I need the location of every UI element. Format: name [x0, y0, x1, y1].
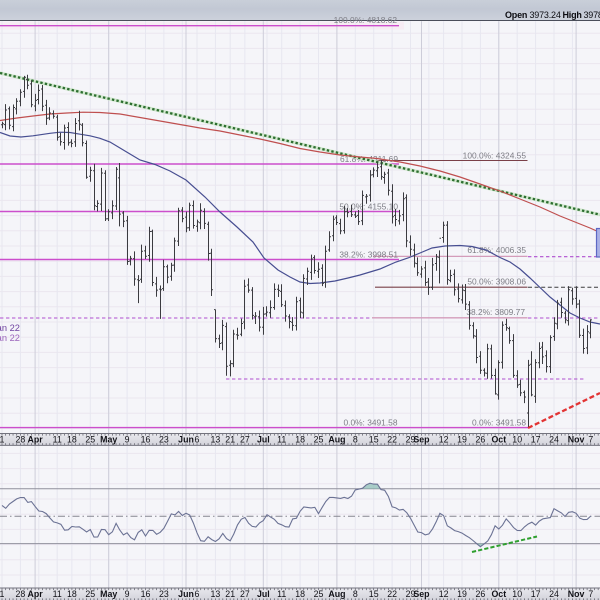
- svg-text:21: 21: [225, 434, 235, 444]
- svg-text:7: 7: [588, 434, 593, 444]
- svg-text:15: 15: [369, 589, 379, 599]
- svg-text:Oct: Oct: [491, 434, 506, 444]
- svg-text:Apr: Apr: [28, 434, 44, 444]
- svg-text:6: 6: [195, 589, 200, 599]
- svg-text:Aug: Aug: [328, 589, 345, 599]
- svg-text:28: 28: [16, 589, 26, 599]
- svg-text:18: 18: [295, 434, 305, 444]
- svg-text:26: 26: [476, 589, 486, 599]
- svg-text:Nov: Nov: [568, 434, 585, 444]
- svg-text:0.0%: 3491.58: 0.0%: 3491.58: [472, 417, 526, 427]
- svg-text:9: 9: [125, 434, 130, 444]
- svg-text:Nov: Nov: [568, 589, 585, 599]
- svg-text:19: 19: [457, 434, 467, 444]
- svg-text:17: 17: [531, 589, 541, 599]
- svg-text:100.0%: 4324.55: 100.0%: 4324.55: [463, 151, 527, 161]
- svg-text:22: 22: [387, 434, 397, 444]
- svg-text:25: 25: [85, 434, 95, 444]
- svg-text:25: 25: [314, 434, 324, 444]
- svg-text:25: 25: [314, 589, 324, 599]
- svg-text:23: 23: [159, 434, 169, 444]
- svg-text:7: 7: [588, 589, 593, 599]
- svg-text:38.2%: 3809.77: 38.2%: 3809.77: [466, 307, 525, 317]
- svg-text:Sep: Sep: [413, 589, 430, 599]
- svg-text:27: 27: [240, 434, 250, 444]
- svg-text:61.8%: 4006.35: 61.8%: 4006.35: [467, 245, 526, 255]
- svg-text:Sep: Sep: [413, 434, 430, 444]
- svg-text:11: 11: [53, 434, 62, 444]
- svg-text:12: 12: [439, 589, 449, 599]
- svg-text:23: 23: [159, 589, 169, 599]
- svg-text:Jul: Jul: [257, 434, 270, 444]
- svg-text:29: 29: [406, 589, 416, 599]
- svg-text:Aug: Aug: [328, 434, 345, 444]
- svg-text:0.0%: 3491.58: 0.0%: 3491.58: [343, 417, 397, 427]
- svg-text:11: 11: [53, 589, 62, 599]
- svg-text:12: 12: [439, 434, 449, 444]
- svg-text:10: 10: [512, 434, 522, 444]
- svg-text:11: 11: [277, 434, 286, 444]
- svg-text:28: 28: [16, 434, 26, 444]
- svg-text:11: 11: [277, 589, 286, 599]
- svg-text:13: 13: [211, 434, 221, 444]
- svg-text:16: 16: [141, 589, 151, 599]
- svg-text:25: 25: [85, 589, 95, 599]
- svg-text:Oct: Oct: [491, 589, 506, 599]
- svg-text:50.0%: 3908.06: 50.0%: 3908.06: [467, 277, 526, 287]
- svg-text:18: 18: [295, 589, 305, 599]
- svg-text:6: 6: [195, 434, 200, 444]
- svg-text:38.2%: 3998.51: 38.2%: 3998.51: [339, 250, 398, 260]
- svg-text:24: 24: [549, 434, 559, 444]
- svg-text:22: 22: [387, 589, 397, 599]
- svg-text:8: 8: [353, 434, 358, 444]
- svg-text:13: 13: [211, 589, 221, 599]
- svg-text:Apr: Apr: [28, 589, 44, 599]
- svg-text:15: 15: [369, 434, 379, 444]
- svg-text:9: 9: [125, 589, 130, 599]
- svg-text:Jun: Jun: [178, 589, 194, 599]
- svg-text:May: May: [100, 434, 117, 444]
- svg-text:Jan 22: Jan 22: [0, 323, 20, 333]
- svg-text:16: 16: [141, 434, 151, 444]
- svg-text:Jul: Jul: [257, 589, 270, 599]
- svg-text:18: 18: [67, 589, 77, 599]
- svg-text:21: 21: [225, 589, 235, 599]
- svg-text:19: 19: [457, 589, 467, 599]
- svg-text:Jan 22: Jan 22: [0, 333, 20, 343]
- svg-text:1: 1: [0, 589, 5, 599]
- svg-text:10: 10: [512, 589, 522, 599]
- svg-text:18: 18: [67, 434, 77, 444]
- svg-text:100.0%: 4818.62: 100.0%: 4818.62: [334, 15, 398, 25]
- svg-text:1: 1: [0, 434, 5, 444]
- svg-text:Jun: Jun: [178, 434, 194, 444]
- svg-text:17: 17: [531, 434, 541, 444]
- svg-text:29: 29: [406, 434, 416, 444]
- svg-text:50.0%: 4155.10: 50.0%: 4155.10: [339, 202, 398, 212]
- svg-text:8: 8: [353, 589, 358, 599]
- svg-text:May: May: [100, 589, 117, 599]
- svg-text:24: 24: [549, 589, 559, 599]
- svg-text:26: 26: [476, 434, 486, 444]
- svg-text:27: 27: [240, 589, 250, 599]
